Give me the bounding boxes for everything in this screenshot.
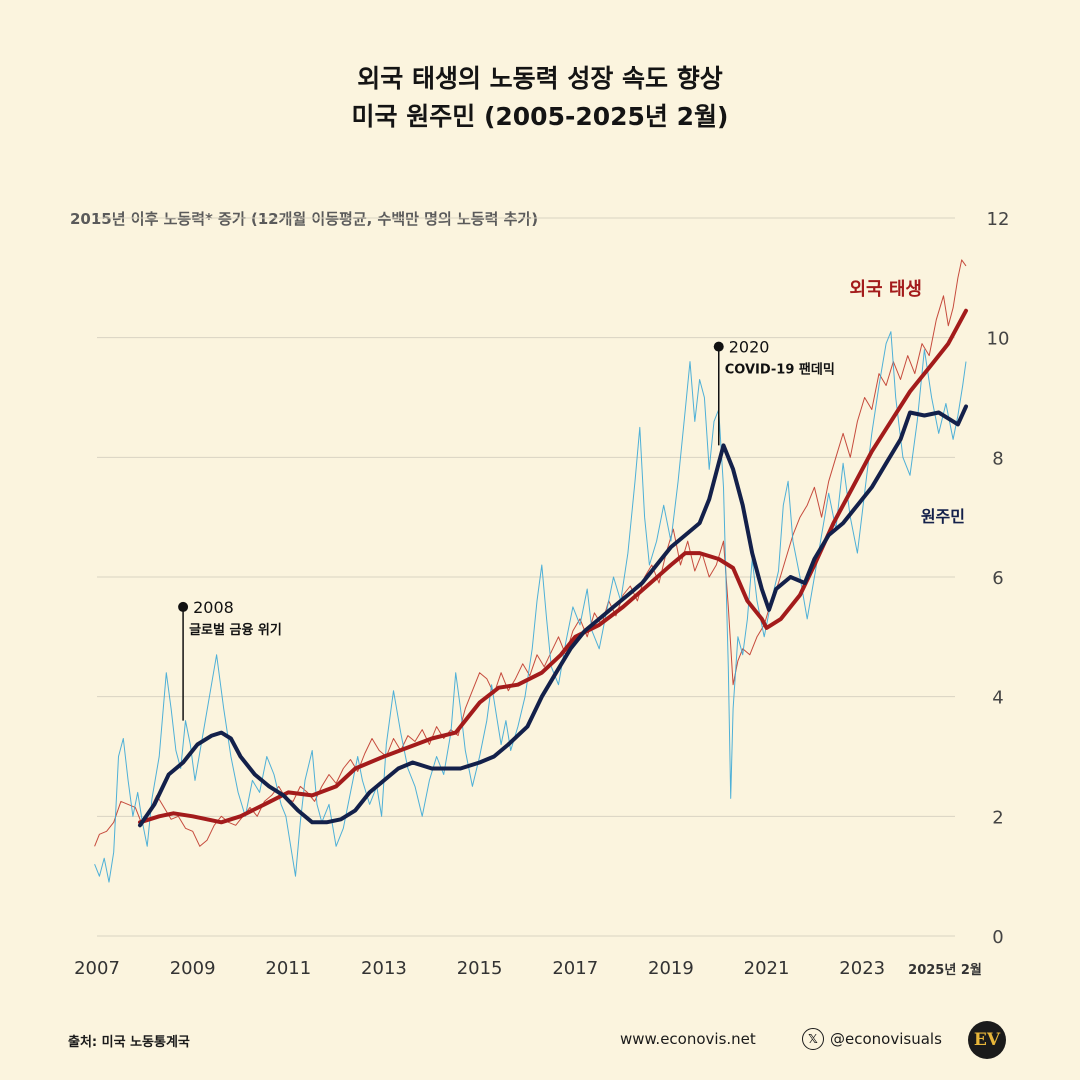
y-tick-label: 2 [992, 807, 1003, 828]
website-link[interactable]: www.econovis.net [620, 1030, 756, 1048]
axis-labels: 0 2 4 6 8 10 12 2007 2009 2011 2013 2015 2017 2019 202… [74, 209, 1009, 979]
annotation-text: COVID-19 팬데믹 [725, 362, 835, 378]
y-tick-label: 12 [987, 209, 1010, 230]
brand-logo: EV [968, 1021, 1006, 1059]
annotation-marker [713, 341, 724, 352]
raw-series-line [94, 259, 967, 847]
series-label-foreign-born: 외국 태생 [849, 279, 922, 300]
source-note: 출처: 미국 노동통계국 [68, 1035, 190, 1050]
y-tick-label: 4 [992, 688, 1003, 709]
raw-series-line [94, 331, 967, 883]
x-tick-label: 2017 [552, 958, 598, 979]
x-tick-label: 2011 [265, 958, 311, 979]
x-tick-label: 2021 [744, 958, 790, 979]
x-tick-label: 2023 [839, 958, 885, 979]
annotation-text: 글로벌 금융 위기 [189, 622, 282, 638]
y-tick-label: 10 [987, 329, 1010, 350]
raw-series-group [94, 259, 967, 883]
moving-average-line [138, 404, 968, 828]
page-subtitle-line: 미국 원주민 (2005-2025년 2월) [351, 102, 729, 131]
x-tick-label: 2009 [170, 958, 216, 979]
x-tick-label: 2007 [74, 958, 120, 979]
page-title: 외국 태생의 노동력 성장 속도 향상 [357, 64, 723, 93]
y-tick-label: 6 [992, 568, 1003, 589]
social-handle-text: @econovisuals [830, 1030, 942, 1048]
social-handle[interactable]: 𝕏 @econovisuals [802, 1028, 942, 1050]
annotation-year: 2020 [729, 338, 770, 357]
x-logo-icon: 𝕏 [802, 1028, 824, 1050]
x-tick-label: 2015 [457, 958, 503, 979]
moving-average-group [138, 308, 968, 828]
annotation-marker [178, 601, 189, 612]
x-tick-label: 2013 [361, 958, 407, 979]
y-tick-label: 8 [992, 448, 1003, 469]
x-tick-label: 2025년 2월 [908, 962, 982, 978]
title-block: 외국 태생의 노동력 성장 속도 향상 미국 원주민 (2005-2025년 2… [0, 60, 1080, 136]
series-label-native-born: 원주민 [921, 507, 965, 526]
moving-average-line [138, 308, 968, 825]
annotation-year: 2008 [193, 598, 234, 617]
y-tick-label: 0 [992, 927, 1003, 948]
x-tick-label: 2019 [648, 958, 694, 979]
grid-lines [97, 217, 955, 937]
annotation-group: 2008 글로벌 금융 위기 2020 COVID-19 팬데믹 [178, 338, 835, 721]
chart-subtitle: 2015년 이후 노동력* 증가 (12개월 이동평균, 수백만 명의 노동력 … [70, 210, 539, 228]
